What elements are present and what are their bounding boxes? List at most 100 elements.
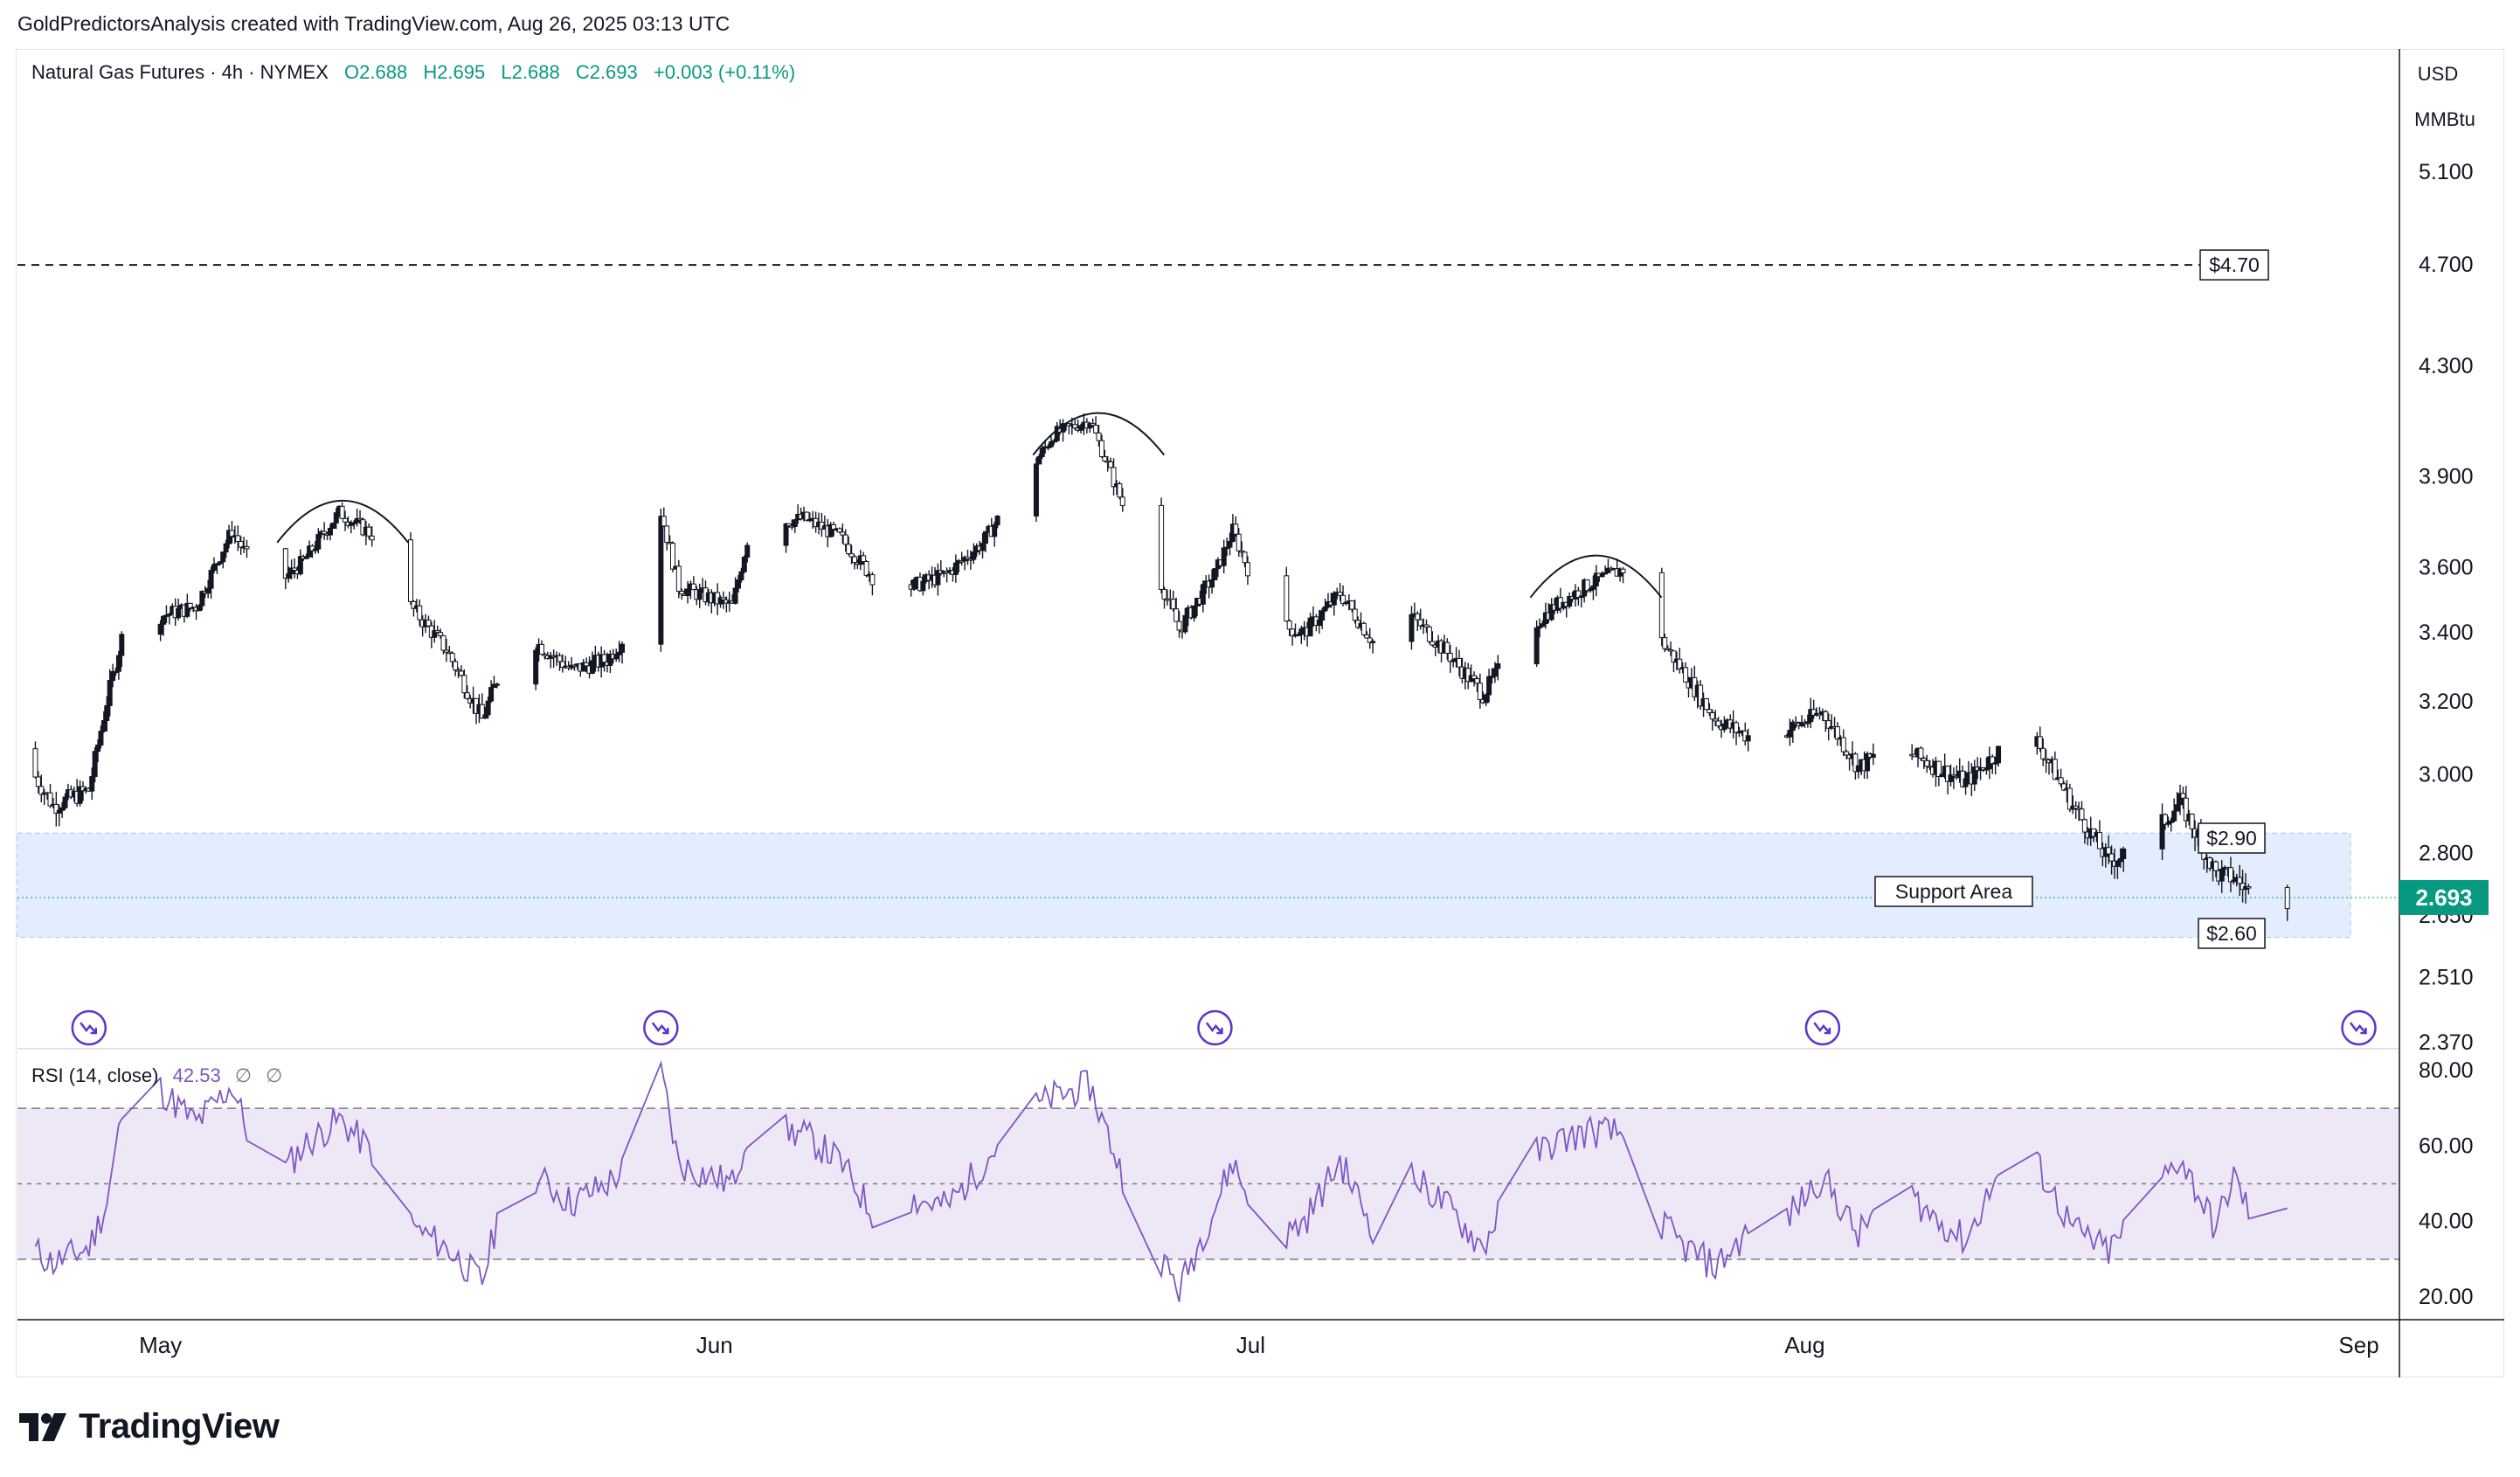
candle-down bbox=[1423, 624, 1430, 628]
time-tick-label: Jun bbox=[696, 1332, 733, 1358]
candle-down bbox=[1417, 619, 1423, 627]
candle-down bbox=[1844, 751, 1850, 756]
candle-down bbox=[861, 555, 867, 563]
rsi-tick-label: 20.00 bbox=[2419, 1285, 2474, 1309]
tradingview-logo[interactable]: TradingView bbox=[19, 1407, 280, 1446]
candle-down bbox=[1662, 637, 1668, 649]
event-arrow-icon bbox=[80, 1022, 98, 1035]
candle-down bbox=[571, 664, 578, 668]
rsi-name: RSI (14, close) bbox=[31, 1064, 159, 1086]
ohlc-change: +0.003 (+0.11%) bbox=[653, 61, 796, 83]
price-tick-label: 3.900 bbox=[2419, 465, 2474, 489]
candle-down bbox=[1924, 759, 1930, 767]
label-4-70: $4.70 bbox=[2209, 253, 2260, 276]
candle-down bbox=[455, 669, 461, 672]
candle-down bbox=[2284, 887, 2290, 910]
rsi-na-2: ∅ bbox=[266, 1064, 283, 1086]
candle-up bbox=[2159, 814, 2165, 849]
candle-down bbox=[1090, 423, 1096, 426]
candle-up bbox=[1450, 659, 1457, 662]
candle-up bbox=[971, 551, 977, 560]
candle-down bbox=[32, 748, 38, 778]
candle-down bbox=[1108, 461, 1114, 468]
candle-up bbox=[1870, 753, 1876, 758]
candle-up bbox=[1045, 446, 1051, 449]
candle-up bbox=[741, 557, 747, 572]
candle-up bbox=[1486, 676, 1492, 696]
candle-down bbox=[690, 583, 696, 591]
candle-down bbox=[458, 670, 464, 676]
candle-down bbox=[229, 530, 235, 537]
candles-layer bbox=[32, 413, 2290, 921]
candle-down bbox=[411, 600, 417, 609]
candle-down bbox=[408, 539, 413, 602]
candle-down bbox=[1286, 621, 1292, 630]
candle-down bbox=[2043, 758, 2049, 761]
candle-down bbox=[1471, 675, 1478, 680]
candle-down bbox=[443, 649, 449, 653]
candle-down bbox=[1244, 562, 1250, 577]
candle-down bbox=[440, 634, 447, 651]
candle-up bbox=[2168, 820, 2174, 823]
candle-down bbox=[2079, 808, 2085, 821]
candle-down bbox=[1823, 711, 1829, 722]
candle-down bbox=[1102, 456, 1108, 462]
candle-down bbox=[1290, 628, 1296, 637]
candle-up bbox=[2165, 822, 2171, 825]
event-arrow-icon bbox=[1206, 1022, 1223, 1035]
candle-up bbox=[1087, 423, 1093, 429]
candle-up bbox=[104, 704, 110, 722]
candle-down bbox=[1918, 747, 1924, 759]
candle-up bbox=[685, 588, 691, 596]
candle-up bbox=[1495, 662, 1501, 669]
candle-up bbox=[1939, 773, 1945, 778]
candle-down bbox=[464, 692, 470, 699]
candle-up bbox=[1227, 540, 1233, 548]
candle-down bbox=[1840, 737, 1846, 752]
candle-down bbox=[339, 505, 345, 519]
candle-down bbox=[1352, 608, 1358, 621]
candle-down bbox=[2061, 783, 2067, 791]
candle-up bbox=[98, 731, 104, 746]
candle-up bbox=[226, 530, 232, 544]
candle-up bbox=[166, 614, 172, 616]
candle-down bbox=[836, 528, 842, 533]
candle-down bbox=[2106, 847, 2112, 855]
candle-down bbox=[1426, 626, 1432, 642]
candle-down bbox=[1233, 524, 1239, 535]
candle-down bbox=[1950, 774, 1956, 777]
rsi-na-1: ∅ bbox=[234, 1064, 252, 1086]
candle-down bbox=[542, 654, 548, 656]
candle-down bbox=[2162, 814, 2168, 825]
candle-down bbox=[1236, 533, 1242, 551]
rsi-legend: RSI (14, close) 42.53 ∅ ∅ bbox=[31, 1064, 282, 1087]
candle-down bbox=[479, 704, 485, 719]
candle-up bbox=[980, 543, 986, 551]
candle-up bbox=[1307, 617, 1313, 637]
candle-down bbox=[863, 561, 869, 576]
candle-down bbox=[1665, 648, 1671, 651]
candle-up bbox=[2117, 857, 2123, 863]
candle-up bbox=[1948, 774, 1954, 782]
candle-up bbox=[1033, 463, 1039, 517]
candle-down bbox=[1119, 496, 1125, 506]
candle-down bbox=[1430, 641, 1436, 646]
candle-up bbox=[59, 807, 66, 811]
candle-down bbox=[1465, 668, 1471, 683]
candle-down bbox=[357, 517, 363, 521]
price-chart[interactable]: $4.70 $2.90 $2.60 Support Area USD MMBtu 5.10… bbox=[0, 0, 2520, 1398]
annotations-layer: $4.70 $2.90 $2.60 Support Area bbox=[17, 249, 2399, 949]
candle-up bbox=[1804, 721, 1810, 725]
candle-down bbox=[449, 652, 455, 662]
ohlc-high: H2.695 bbox=[423, 61, 486, 83]
tradingview-logo-text: TradingView bbox=[79, 1407, 280, 1446]
top-arc-2 bbox=[1032, 412, 1166, 456]
candle-down bbox=[1671, 650, 1677, 663]
candle-up bbox=[1054, 426, 1060, 441]
candle-up bbox=[315, 534, 322, 550]
candle-down bbox=[1457, 657, 1462, 668]
candle-down bbox=[1096, 432, 1102, 441]
candle-up bbox=[717, 597, 723, 605]
candle-up bbox=[1078, 425, 1084, 431]
candle-down bbox=[1159, 504, 1165, 590]
